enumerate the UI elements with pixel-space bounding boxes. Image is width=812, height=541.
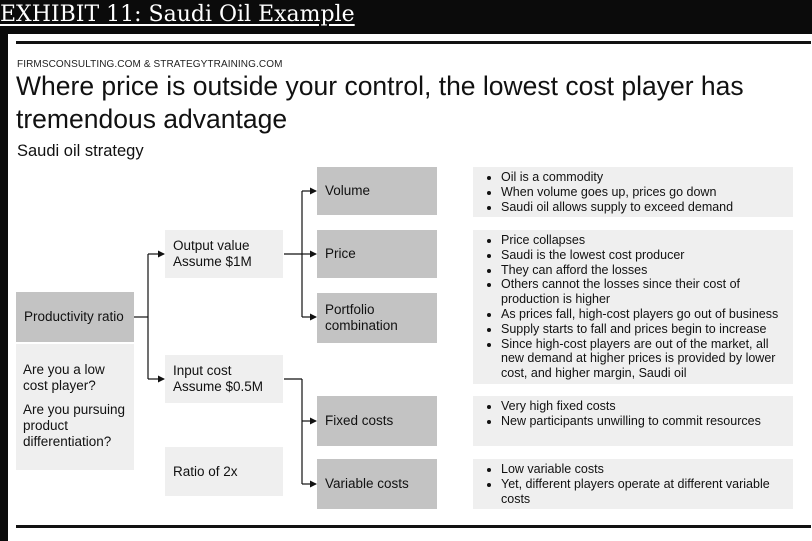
note-item: New participants unwilling to commit res… <box>501 414 789 429</box>
ratio-label: Ratio of 2x <box>173 463 238 479</box>
note-item: Low variable costs <box>501 462 789 477</box>
note-item: Saudi is the lowest cost producer <box>501 248 789 263</box>
variable-costs-node: Variable costs <box>317 459 437 509</box>
volume-node: Volume <box>317 167 437 215</box>
price-label: Price <box>325 246 356 261</box>
variable-costs-notes: Low variable costs Yet, different player… <box>473 459 793 509</box>
bottom-rule <box>16 525 811 528</box>
volume-notes: Oil is a commodity When volume goes up, … <box>473 167 793 217</box>
output-value-label: Output value <box>173 238 250 253</box>
portfolio-node: Portfolio combination <box>317 293 437 343</box>
variable-costs-label: Variable costs <box>325 476 409 491</box>
note-item: Very high fixed costs <box>501 399 789 414</box>
fixed-costs-node: Fixed costs <box>317 396 437 446</box>
note-item: As prices fall, high-cost players go out… <box>501 307 789 322</box>
portfolio-label-line2: combination <box>325 318 398 333</box>
subtitle: Saudi oil strategy <box>17 142 144 160</box>
productivity-ratio-label: Productivity ratio <box>24 309 124 324</box>
note-item: Supply starts to fall and prices begin t… <box>501 322 789 337</box>
ratio-node: Ratio of 2x <box>165 447 283 496</box>
fixed-costs-notes: Very high fixed costs New participants u… <box>473 396 793 446</box>
note-item: Yet, different players operate at differ… <box>501 477 789 507</box>
source-line: FIRMSCONSULTING.COM & STRATEGYTRAINING.C… <box>17 59 283 70</box>
productivity-ratio-node: Productivity ratio <box>16 292 134 342</box>
exhibit-title: EXHIBIT 11: Saudi Oil Example <box>0 2 355 27</box>
output-value-assumption: Assume $1M <box>173 254 252 269</box>
root-questions-panel: Are you a low cost player? Are you pursu… <box>16 344 134 470</box>
price-notes: Price collapses Saudi is the lowest cost… <box>473 230 793 384</box>
input-cost-label: Input cost <box>173 363 232 378</box>
output-value-node: Output value Assume $1M <box>165 230 283 278</box>
headline: Where price is outside your control, the… <box>16 71 744 134</box>
note-item: Price collapses <box>501 233 789 248</box>
note-item: They can afford the losses <box>501 263 789 278</box>
fixed-costs-label: Fixed costs <box>325 413 394 428</box>
portfolio-label-line1: Portfolio <box>325 302 375 317</box>
top-rule <box>16 41 811 44</box>
input-cost-assumption: Assume $0.5M <box>173 379 264 394</box>
question-differentiation: Are you pursuing product differentiation… <box>23 402 126 449</box>
question-low-cost: Are you a low cost player? <box>23 362 105 393</box>
note-item: Since high-cost players are out of the m… <box>501 337 789 381</box>
price-node: Price <box>317 230 437 278</box>
volume-label: Volume <box>325 183 371 198</box>
note-item: When volume goes up, prices go down <box>501 185 789 200</box>
slide: FIRMSCONSULTING.COM & STRATEGYTRAINING.C… <box>8 34 812 541</box>
tree-connectors <box>134 187 317 488</box>
input-cost-node: Input cost Assume $0.5M <box>165 355 283 403</box>
note-item: Saudi oil allows supply to exceed demand <box>501 200 789 215</box>
note-item: Oil is a commodity <box>501 170 789 185</box>
note-item: Others cannot the losses since their cos… <box>501 277 789 307</box>
